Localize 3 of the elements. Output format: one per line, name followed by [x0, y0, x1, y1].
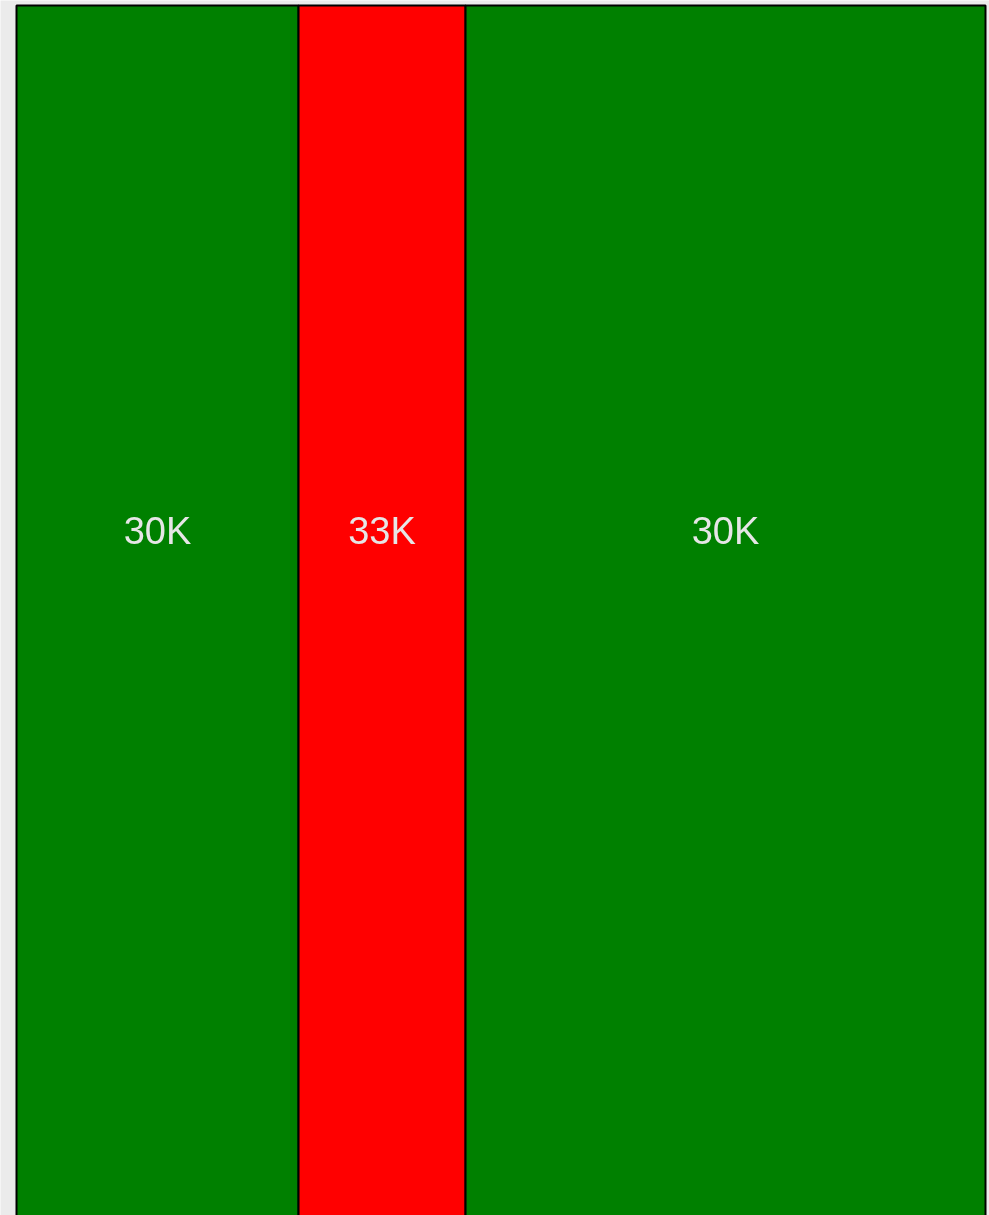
data-label: 30K: [691, 509, 760, 552]
data-label: 33K: [348, 509, 416, 552]
data-label: 30K: [123, 509, 192, 552]
